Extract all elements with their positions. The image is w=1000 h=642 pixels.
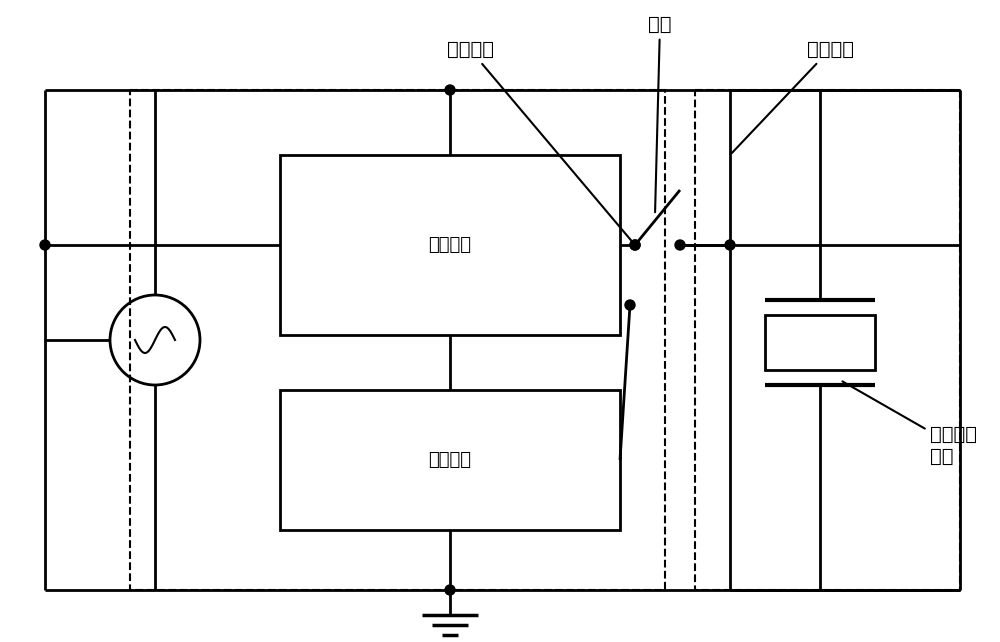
Text: 第一位置: 第一位置 (732, 40, 854, 153)
Circle shape (630, 240, 640, 250)
Text: 开关: 开关 (648, 15, 672, 213)
Bar (765, 315, 875, 370)
Circle shape (725, 240, 735, 250)
Circle shape (40, 240, 50, 250)
Bar (695, 90, 960, 590)
Text: 谐振电路: 谐振电路 (428, 451, 472, 469)
Bar (130, 90, 665, 590)
Text: 压电陶瓷
元件: 压电陶瓷 元件 (842, 381, 977, 465)
Circle shape (630, 240, 640, 250)
Bar (280, 155, 620, 335)
Circle shape (445, 585, 455, 595)
Circle shape (675, 240, 685, 250)
Circle shape (625, 300, 635, 310)
Bar (280, 390, 620, 530)
Text: 微控制器: 微控制器 (428, 236, 472, 254)
Text: 第二位置: 第二位置 (446, 40, 633, 243)
Circle shape (445, 85, 455, 95)
